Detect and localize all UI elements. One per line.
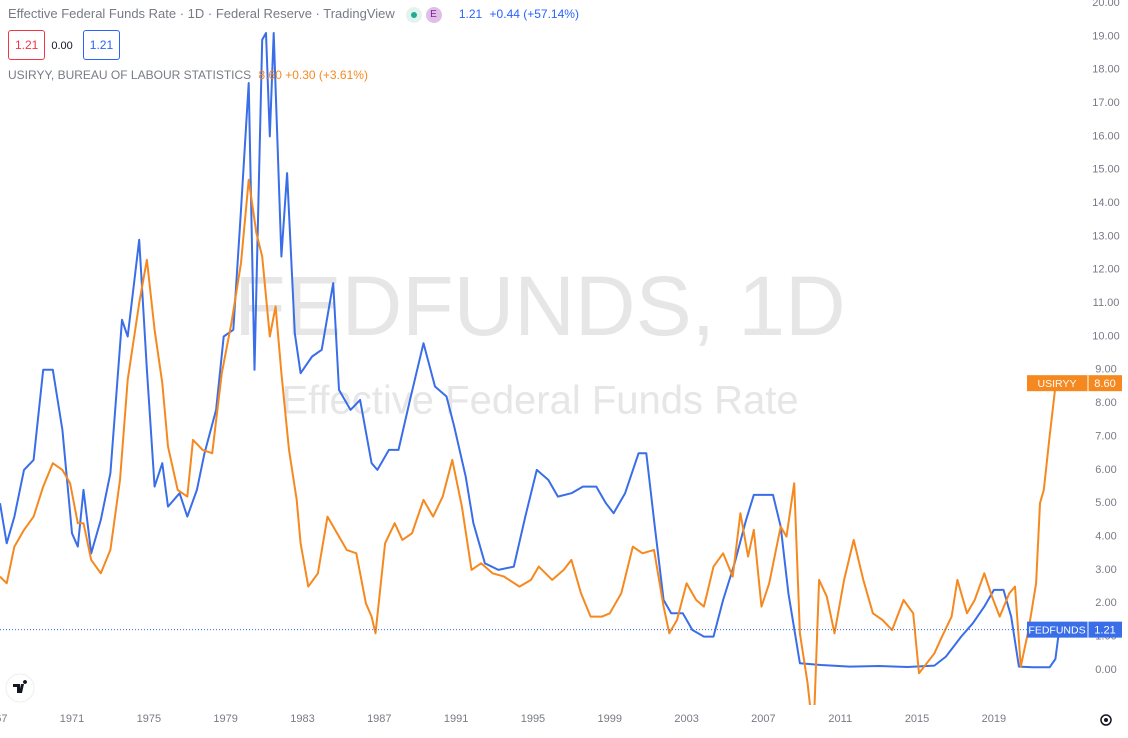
market-status[interactable] <box>406 6 423 23</box>
y-tick-label: 10.00 <box>1092 330 1120 342</box>
y-tick-label: 4.00 <box>1095 530 1116 542</box>
y-tick-label: 20.00 <box>1092 0 1120 9</box>
price-tag-bg <box>1027 621 1122 638</box>
x-tick-label: 1987 <box>367 713 391 725</box>
study-name: USIRYY, BUREAU OF LABOUR STATISTICS <box>8 68 252 82</box>
x-tick-label: 1967 <box>0 713 7 725</box>
y-tick-label: 9.00 <box>1095 364 1116 376</box>
x-tick-label: 1979 <box>213 713 237 725</box>
price-tag-value: 1.21 <box>1094 625 1115 637</box>
price-tag-name: FEDFUNDS <box>1028 624 1085 636</box>
plot-area <box>0 32 1061 705</box>
y-tick-label: 12.00 <box>1092 264 1120 276</box>
y-tick-label: 11.00 <box>1093 297 1120 309</box>
legend-study: USIRYY, BUREAU OF LABOUR STATISTICS 8.60… <box>8 68 368 82</box>
x-tick-label: 1999 <box>598 713 622 725</box>
axes: 0.001.002.003.004.005.006.007.008.009.00… <box>0 0 1122 725</box>
y-tick-label: 7.00 <box>1095 430 1116 442</box>
price-change: +0.44 (+57.14%) <box>489 7 579 21</box>
price-tag-value: 8.60 <box>1094 378 1115 390</box>
sell-button[interactable]: 1.21 <box>8 30 46 60</box>
x-tick-label: 1971 <box>60 713 84 725</box>
y-tick-label: 2.00 <box>1095 597 1116 609</box>
spread: 0.00 <box>51 40 73 52</box>
y-tick-label: 17.00 <box>1092 97 1120 109</box>
trade-buttons: 1.21 0.00 1.21 <box>8 30 126 60</box>
x-tick-label: 1983 <box>290 713 314 725</box>
y-tick-label: 15.00 <box>1092 164 1120 176</box>
series-line <box>0 32 1061 669</box>
watermark-description: Effective Federal Funds Rate <box>281 379 798 423</box>
y-tick-label: 6.00 <box>1095 464 1116 476</box>
study-value: 8.60 <box>258 68 282 82</box>
y-tick-label: 8.00 <box>1095 397 1116 409</box>
x-tick-label: 2003 <box>674 713 698 725</box>
x-tick-label: 1975 <box>137 713 161 725</box>
legend-main: Effective Federal Funds Rate · 1D · Fede… <box>8 6 579 23</box>
price-tag-name: USIRYY <box>1038 378 1077 390</box>
series-line <box>0 178 1060 705</box>
y-tick-label: 19.00 <box>1092 30 1120 42</box>
x-tick-label: 1991 <box>444 713 468 725</box>
x-tick-label: 2019 <box>982 713 1006 725</box>
y-tick-label: 18.00 <box>1092 64 1120 76</box>
y-tick-label: 13.00 <box>1092 230 1120 242</box>
y-tick-label: 3.00 <box>1095 564 1116 576</box>
x-tick-label: 2007 <box>751 713 775 725</box>
tv-logo[interactable] <box>5 673 35 703</box>
symbol-title: Effective Federal Funds Rate · 1D · Fede… <box>8 6 395 21</box>
y-tick-label: 0.00 <box>1095 664 1116 676</box>
x-tick-label: 2011 <box>828 713 852 725</box>
study-change: +0.30 (+3.61%) <box>285 68 368 82</box>
y-tick-label: 16.00 <box>1092 130 1120 142</box>
earnings-badge[interactable]: E <box>425 6 442 23</box>
price-tag-bg <box>1027 375 1122 392</box>
buy-button[interactable]: 1.21 <box>82 30 121 60</box>
price: 1.21 <box>458 7 483 21</box>
settings-gear[interactable] <box>1100 714 1112 726</box>
x-tick-label: 2015 <box>905 713 929 725</box>
watermark-symbol: FEDFUNDS, 1D <box>234 259 845 353</box>
y-tick-label: 5.00 <box>1095 497 1116 509</box>
y-tick-label: 14.00 <box>1092 197 1120 209</box>
x-tick-label: 1995 <box>521 713 545 725</box>
